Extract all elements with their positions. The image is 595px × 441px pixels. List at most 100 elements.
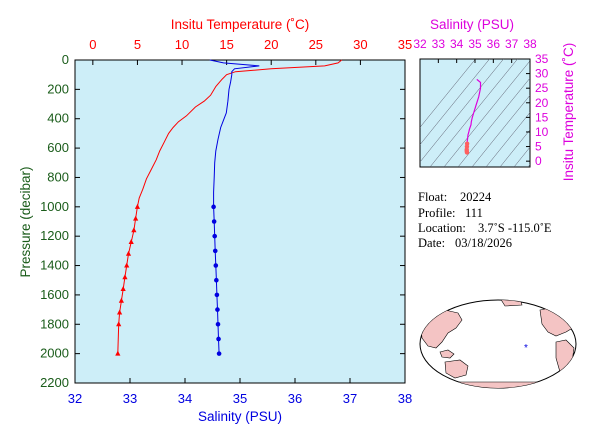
- pressure-axis-label: Pressure (decibar): [18, 166, 33, 277]
- australia-landmass: [444, 359, 469, 379]
- ts-temperature-tick-label: 5: [535, 140, 542, 154]
- density-contour: [457, 77, 530, 167]
- ts-salinity-tick-label: 36: [487, 37, 501, 51]
- density-contour: [420, 59, 490, 146]
- profile-plot: 0200400600800100012001400160018002000220…: [18, 17, 412, 424]
- salinity-data-point: [214, 292, 220, 298]
- density-contour: [443, 60, 530, 167]
- salinity-tick-label: 35: [233, 391, 247, 406]
- temperature-data-point: [128, 239, 134, 245]
- ts-temperature-tick-label: 25: [535, 81, 549, 95]
- ts-temperature-tick-label: 20: [535, 96, 549, 110]
- temperature-data-point: [116, 321, 122, 327]
- float-location-marker: *: [524, 343, 528, 354]
- float-label: Float:: [418, 190, 447, 204]
- salinity-profile-line: [209, 59, 260, 354]
- salinity-data-point: [212, 233, 217, 239]
- arctic-landmass: [499, 300, 523, 307]
- pressure-tick-labels: 0 200 400 600 800 1000 1200 1400 1600 1800 2000 220…: [40, 52, 69, 390]
- ts-salinity-tick-label: 38: [523, 37, 537, 51]
- location-value: 3.7˚S -115.0˚E: [478, 221, 552, 235]
- ts-temperature-tick-label: 30: [535, 67, 549, 81]
- temperature-data-point: [124, 262, 130, 268]
- pressure-tick-label: 1600: [40, 287, 69, 302]
- ts-density-contours: [420, 59, 530, 167]
- pressure-tick-label: 1400: [40, 258, 69, 273]
- salinity-data-point: [216, 336, 221, 342]
- pressure-tick-label: 1000: [40, 199, 69, 214]
- density-contour: [499, 129, 530, 167]
- ts-salinity-tick-label: 35: [468, 37, 482, 51]
- temperature-data-point: [122, 274, 128, 280]
- temperature-tick-label: 5: [134, 37, 141, 52]
- antarctica-landmass: [420, 381, 576, 388]
- density-contour: [420, 59, 504, 163]
- salinity-data-point: [211, 219, 217, 224]
- salinity-tick-label: 37: [343, 391, 357, 406]
- ts-salinity-tick-label: 37: [505, 37, 519, 51]
- float-info: Float: 20224 Profile: 111 Location: 3.7˚…: [418, 190, 552, 250]
- density-contour: [471, 94, 530, 167]
- date-label: Date:: [418, 236, 445, 250]
- world-map: *: [419, 299, 577, 389]
- temperature-tick-label: 20: [264, 37, 278, 52]
- location-label: Location:: [418, 221, 466, 235]
- salinity-axis-label: Salinity (PSU): [198, 409, 282, 424]
- salinity-data-point: [213, 263, 219, 268]
- salinity-data-point: [214, 277, 219, 283]
- density-contour: [420, 59, 476, 128]
- profile-series: [115, 59, 343, 356]
- temperature-data-point: [125, 250, 132, 256]
- ts-series: [464, 78, 482, 155]
- temperature-data-point: [115, 350, 121, 356]
- ts-temperature-tick-label: 35: [535, 52, 549, 66]
- salinity-data-point: [215, 307, 220, 312]
- date-value: 03/18/2026: [455, 236, 512, 250]
- salinity-data-point: [211, 204, 216, 210]
- ts-temperature-tick-label: 10: [535, 125, 549, 139]
- temperature-tick-label: 35: [398, 37, 412, 52]
- salinity-tick-label: 32: [68, 391, 82, 406]
- ts-temperature-tick-label: 15: [535, 110, 549, 124]
- salinity-data-point: [216, 351, 222, 356]
- density-contour: [527, 164, 530, 167]
- temperature-data-point: [120, 286, 126, 292]
- pressure-tick-label: 600: [47, 140, 69, 155]
- ts-salinity-tick-labels: 32 33 34 35 36 37 38: [413, 37, 537, 63]
- ts-salinity-tick-label: 32: [413, 37, 427, 51]
- ts-salinity-tick-label: 34: [450, 37, 464, 51]
- temperature-axis-label: Insitu Temperature (˚C): [171, 17, 310, 32]
- pressure-tick-label: 800: [47, 169, 69, 184]
- salinity-data-point: [212, 248, 218, 254]
- ts-data-point: [464, 150, 470, 155]
- temperature-tick-label: 30: [353, 37, 367, 52]
- pressure-tick-label: 1200: [40, 228, 69, 243]
- temperature-data-point: [118, 297, 124, 303]
- temperature-tick-label: 10: [175, 37, 189, 52]
- temperature-data-point: [133, 215, 139, 221]
- profile-plot-background: [74, 59, 406, 384]
- salinity-tick-label: 33: [123, 391, 137, 406]
- ts-salinity-axis-label: Salinity (PSU): [430, 17, 514, 32]
- temperature-tick-label: 0: [89, 37, 96, 52]
- salinity-data-point: [215, 321, 221, 327]
- density-contour: [485, 112, 530, 167]
- density-contour: [429, 59, 518, 167]
- pressure-tick-label: 200: [47, 81, 69, 96]
- profile-plot-ticks: [74, 59, 406, 384]
- float-value: 20224: [460, 190, 492, 204]
- ts-salinity-tick-label: 33: [432, 37, 446, 51]
- temperature-tick-labels: 0 5 10 15 20 25 30 35: [89, 37, 412, 52]
- pressure-tick-label: 0: [62, 52, 69, 67]
- maritime-se-asia-landmass: [439, 349, 455, 359]
- temperature-tick-label: 15: [219, 37, 233, 52]
- temperature-data-point: [116, 309, 123, 315]
- salinity-tick-label: 36: [288, 391, 302, 406]
- pressure-tick-label: 1800: [40, 316, 69, 331]
- profile-value: 111: [465, 206, 483, 220]
- salinity-tick-label: 34: [178, 391, 192, 406]
- temperature-data-point: [134, 203, 141, 209]
